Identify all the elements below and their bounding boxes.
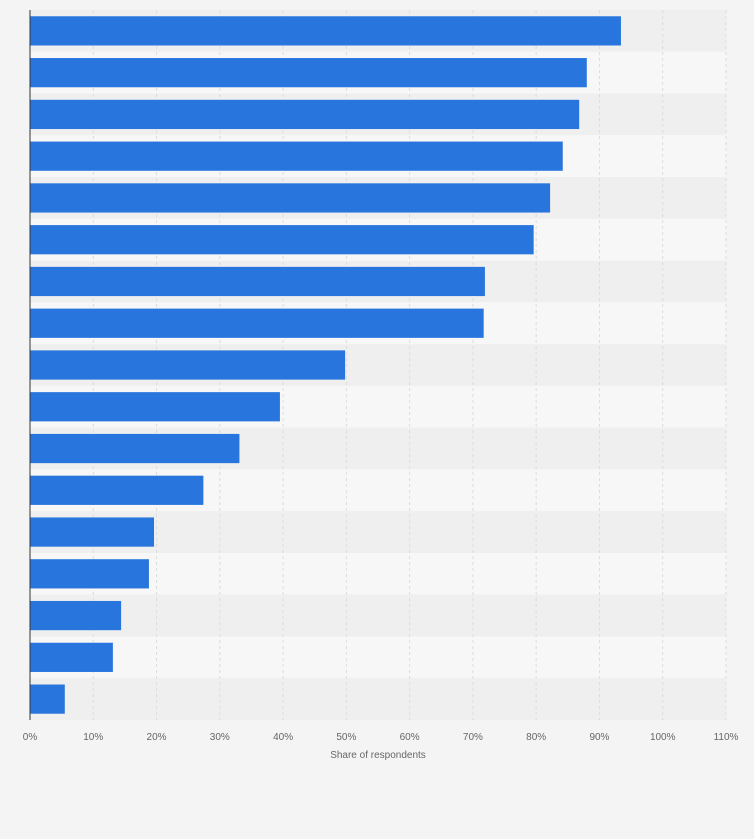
row-band	[30, 678, 726, 720]
bar	[30, 600, 122, 631]
x-tick-label: 30%	[210, 732, 230, 743]
bar	[30, 16, 621, 46]
x-tick-label: 80%	[526, 732, 546, 743]
bar	[30, 225, 534, 255]
x-tick-label: 60%	[400, 732, 420, 743]
bar	[30, 308, 484, 338]
x-tick-label: 10%	[83, 732, 103, 743]
bar	[30, 559, 149, 589]
x-tick-label: 20%	[147, 732, 167, 743]
bar	[30, 684, 65, 714]
bar	[30, 58, 587, 88]
bar	[30, 141, 563, 171]
x-tick-label: 40%	[273, 732, 293, 743]
bar	[30, 392, 280, 422]
bars	[30, 16, 621, 714]
x-tick-label: 90%	[589, 732, 609, 743]
bar	[30, 433, 240, 464]
x-tick-label: 0%	[23, 732, 38, 743]
row-band	[30, 594, 726, 637]
bar	[30, 642, 113, 672]
bar	[30, 517, 155, 547]
x-tick-label: 100%	[650, 732, 676, 743]
x-axis-ticks: 0% 10% 20% 30% 40% 50% 60% 70% 80% 90% 100% 110%	[23, 732, 739, 743]
bar	[30, 475, 204, 505]
x-tick-label: 70%	[463, 732, 483, 743]
bar	[30, 183, 551, 213]
x-tick-label: 50%	[336, 732, 356, 743]
bar	[30, 266, 485, 297]
x-tick-label: 110%	[714, 732, 739, 743]
row-band	[30, 636, 726, 679]
x-axis-title: Share of respondents	[330, 750, 426, 761]
bar	[30, 99, 580, 130]
bar	[30, 350, 346, 380]
